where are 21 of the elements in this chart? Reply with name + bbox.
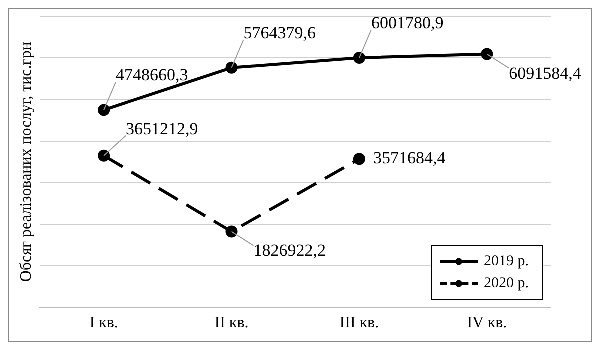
data-label: 3571684,4	[373, 148, 446, 168]
point	[98, 150, 110, 162]
point	[226, 226, 238, 238]
data-label: 6001780,9	[371, 14, 444, 33]
x-tick-label: IV кв.	[467, 314, 508, 332]
data-label: 6091584,4	[509, 64, 582, 83]
x-tick-label: II кв.	[214, 314, 249, 332]
point	[353, 153, 366, 166]
data-label: 5764379,6	[244, 23, 316, 42]
data-label: 4748660,3	[116, 66, 188, 85]
data-label: 3651212,9	[126, 119, 198, 138]
x-tick-label: III кв.	[340, 314, 380, 332]
point	[98, 104, 110, 116]
x-tick-label: I кв.	[90, 314, 118, 332]
point	[353, 52, 366, 64]
point	[226, 62, 238, 74]
data-label: 1826922,2	[254, 241, 326, 260]
point	[481, 48, 494, 60]
legend-label: 2020 р.	[484, 276, 529, 292]
y-axis-title: Обсяг реалізованих послуг, тис.грн	[18, 42, 35, 282]
legend-label: 2019 р.	[484, 254, 529, 270]
